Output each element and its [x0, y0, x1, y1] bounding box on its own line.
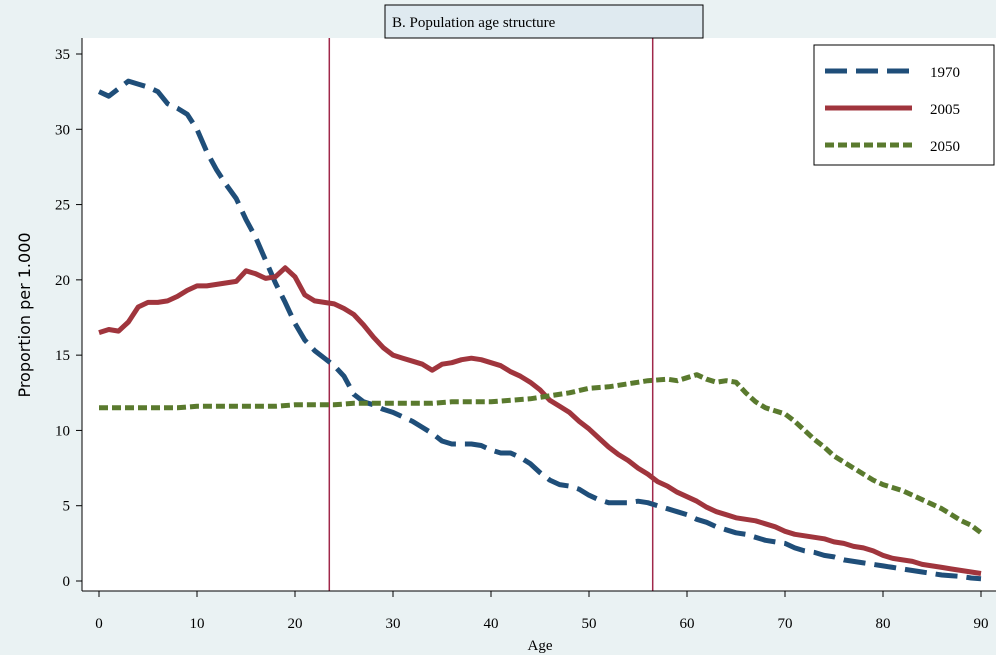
- x-tick-label: 30: [386, 616, 401, 632]
- x-tick-label: 10: [190, 616, 205, 632]
- y-axis-title: Proportion per 1.000: [15, 232, 34, 397]
- y-tick-label: 35: [55, 47, 70, 63]
- y-tick-label: 20: [55, 273, 70, 289]
- y-tick-label: 5: [63, 499, 71, 515]
- chart-title-box: B. Population age structure: [384, 4, 704, 39]
- x-tick-label: 40: [484, 616, 499, 632]
- chart-title: B. Population age structure: [392, 15, 556, 31]
- x-axis-title: Age: [528, 638, 553, 654]
- x-tick-label: 0: [95, 616, 103, 632]
- legend-label-1970: 1970: [930, 65, 960, 81]
- legend-label-2050: 2050: [930, 139, 960, 155]
- legend-label-2005: 2005: [930, 102, 960, 118]
- y-tick-label: 30: [55, 122, 70, 138]
- series-line-2005: [98, 265, 982, 576]
- series-line-1970: [97, 78, 982, 582]
- x-tick-label: 70: [778, 616, 793, 632]
- y-tick-label: 15: [55, 348, 70, 364]
- y-tick-label: 10: [55, 423, 70, 439]
- y-tick-label: 25: [55, 198, 70, 214]
- x-tick-label: 80: [876, 616, 891, 632]
- x-tick-label: 90: [974, 616, 989, 632]
- series-line-2050: [99, 372, 983, 535]
- x-tick-label: 50: [582, 616, 597, 632]
- y-tick-label: 0: [63, 574, 71, 590]
- x-tick-label: 60: [680, 616, 695, 632]
- x-tick-label: 20: [288, 616, 303, 632]
